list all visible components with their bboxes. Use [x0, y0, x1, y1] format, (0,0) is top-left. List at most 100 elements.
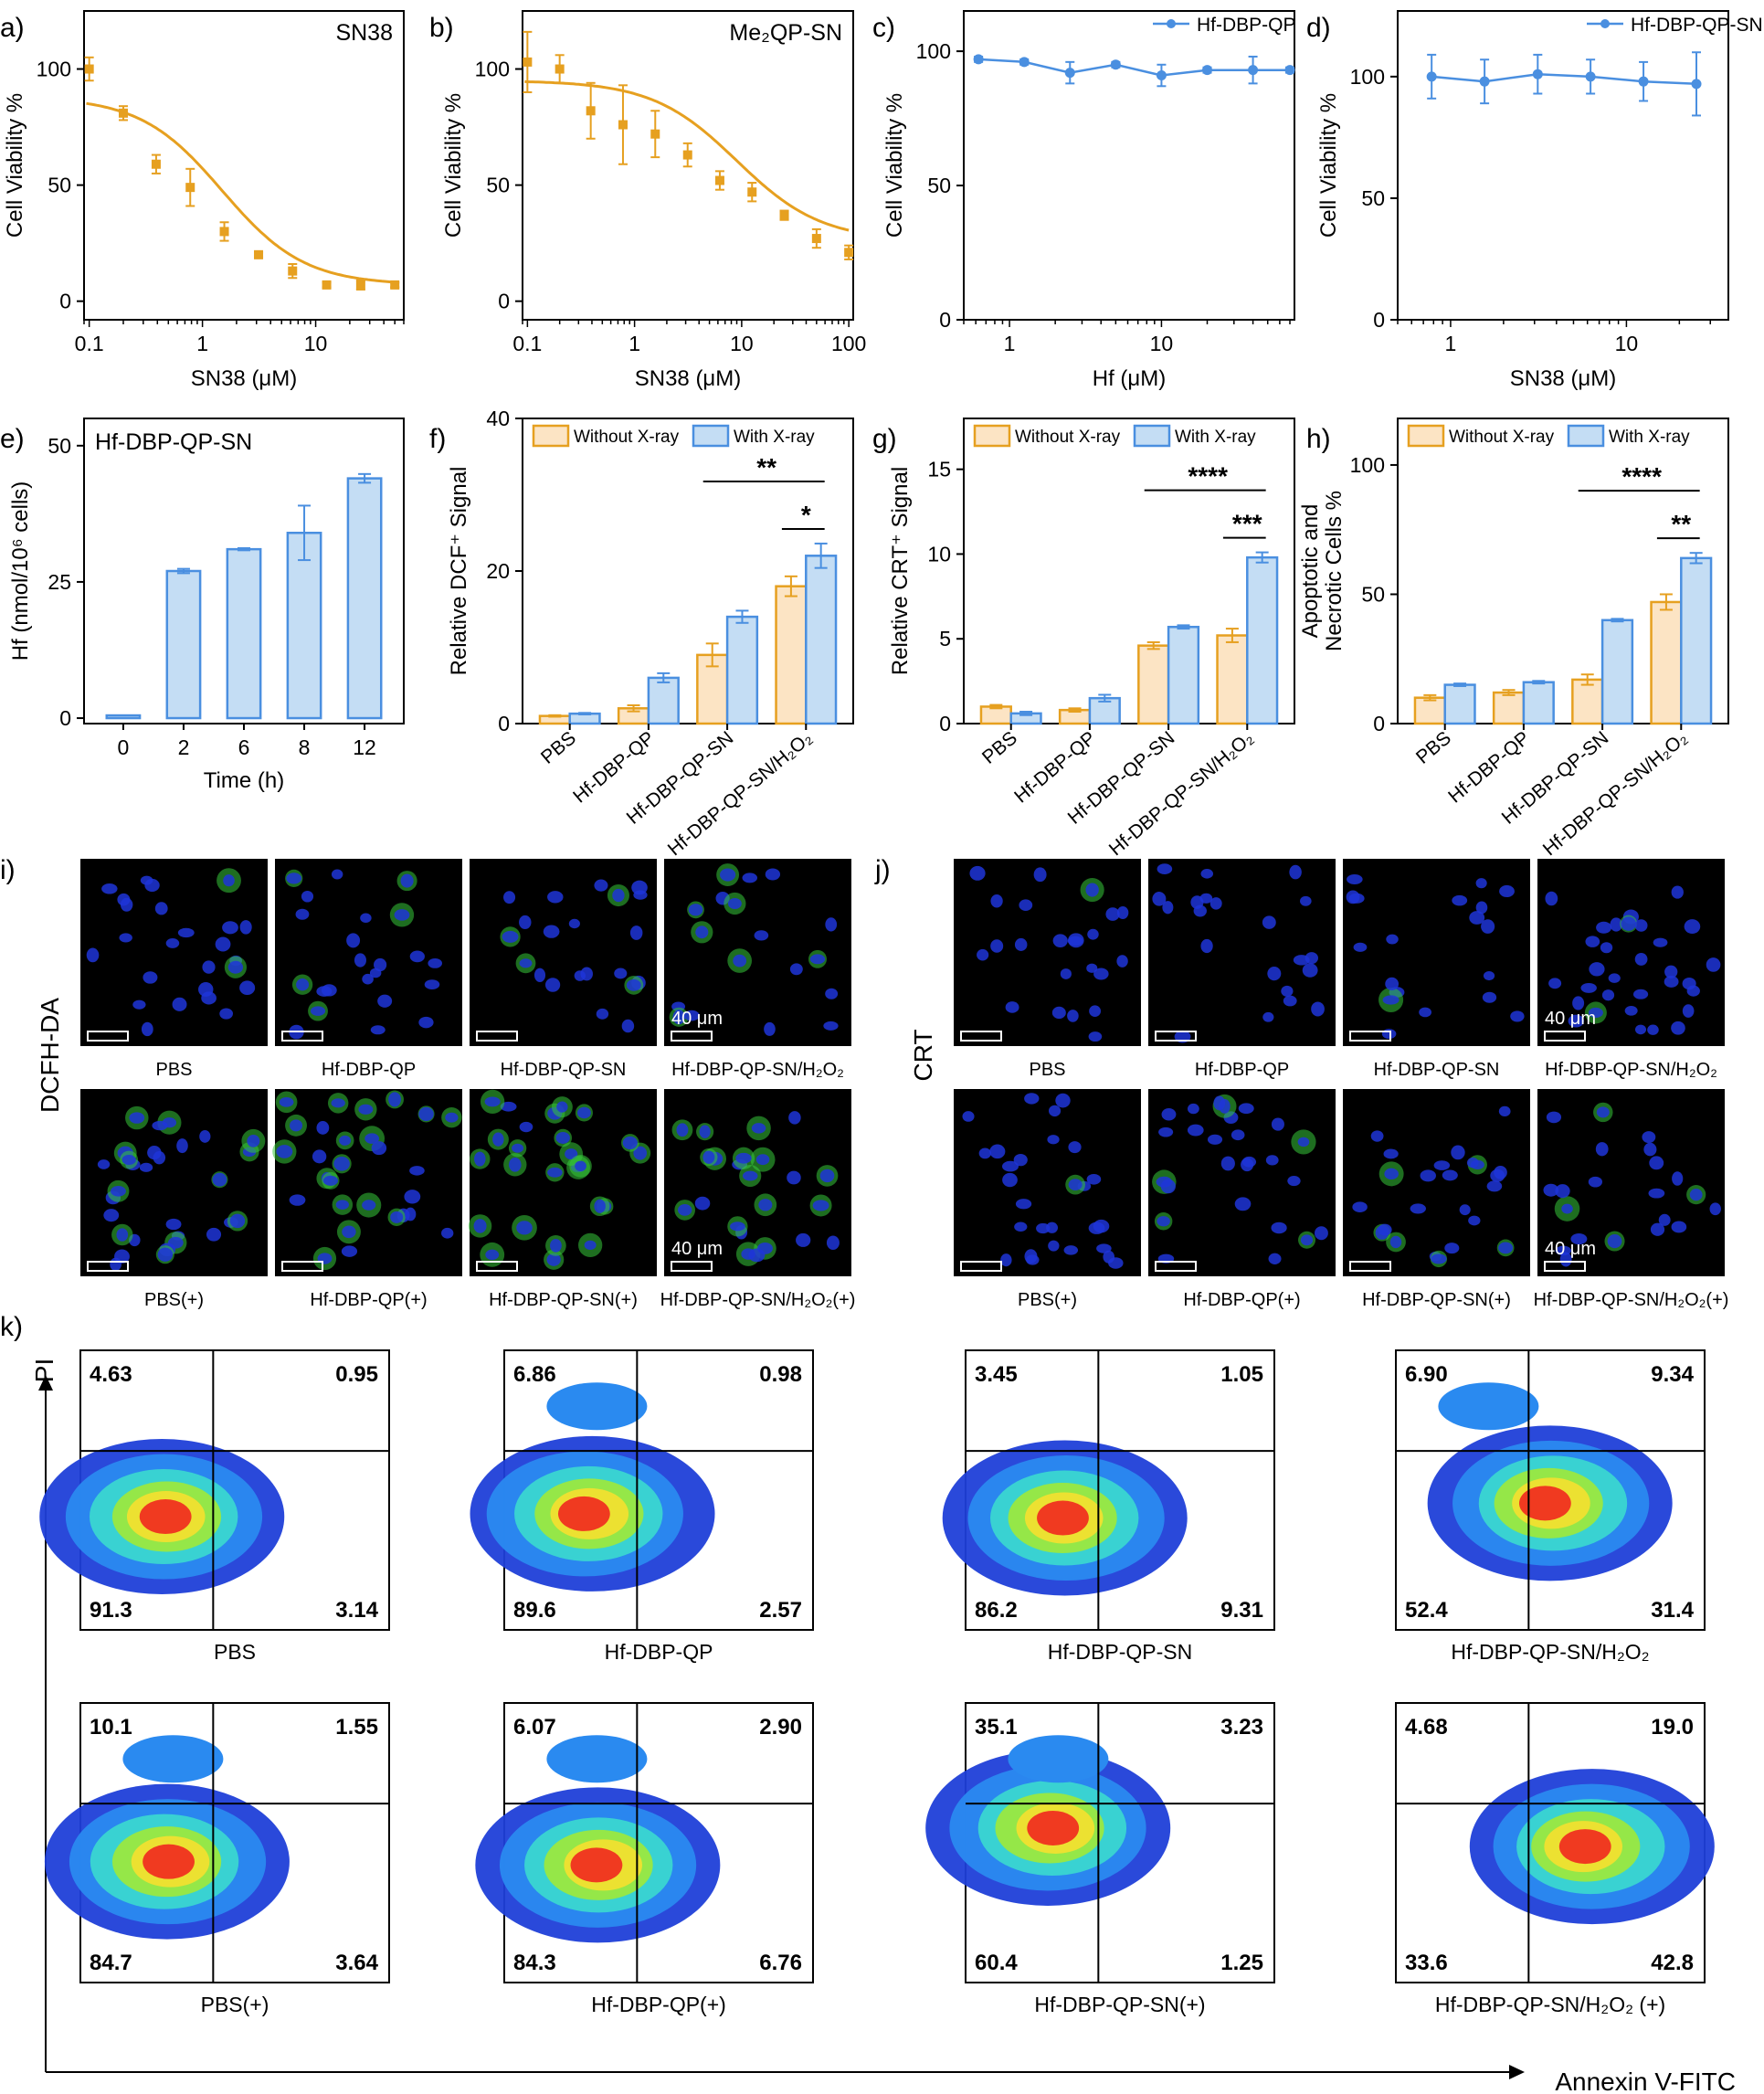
cell-nucleus: [1302, 963, 1318, 978]
cell-nucleus: [1634, 919, 1648, 932]
cell-nucleus: [754, 930, 769, 941]
density-contour: [139, 1499, 192, 1535]
cell-nucleus: [1389, 1235, 1402, 1249]
series-line: [1431, 72, 1697, 86]
cell-nucleus: [612, 888, 625, 903]
cell-nucleus: [331, 869, 343, 880]
quadrant-value-ur: 1.55: [335, 1715, 378, 1740]
cell-nucleus: [812, 1200, 829, 1211]
cell-nucleus: [1067, 936, 1083, 947]
cell-nucleus: [1067, 1010, 1079, 1022]
bar: [1216, 634, 1249, 725]
cell-nucleus: [360, 913, 372, 923]
significance-label: **: [756, 453, 776, 481]
cell-nucleus: [1002, 1172, 1018, 1188]
cell-nucleus: [678, 1204, 692, 1216]
significance-label: *: [801, 501, 811, 529]
y-tick-label: 100: [37, 58, 71, 81]
chart-a: a) 0 50 100 0.1 1 10 SN38 (μM) Cell Viability % S…: [0, 10, 405, 391]
data-point: [1532, 69, 1543, 79]
bar: [1246, 555, 1279, 725]
micrograph-background: [1343, 859, 1530, 1046]
cell-nucleus: [485, 1249, 500, 1261]
cell-nucleus: [622, 1136, 638, 1150]
cell-nucleus: [568, 918, 580, 929]
cell-nucleus: [556, 1101, 568, 1113]
series-line: [978, 58, 1290, 77]
cell-nucleus: [1353, 942, 1368, 952]
cell-nucleus: [1047, 1135, 1060, 1145]
cell-nucleus: [969, 865, 986, 881]
cell-nucleus: [1459, 1204, 1471, 1216]
cell-nucleus: [1624, 1005, 1638, 1016]
cell-nucleus: [1684, 919, 1701, 935]
cell-nucleus: [1024, 1093, 1040, 1105]
micrograph-tile: PBS(+): [954, 1089, 1141, 1310]
data-point: [747, 187, 757, 197]
cell-nucleus: [289, 1194, 306, 1206]
cell-nucleus: [748, 1248, 766, 1263]
plot-frame: [963, 418, 1295, 724]
chart-e: e) 0 25 50 0 2 6 8 12 Time (h) Hf (nmol/10⁶ cells)…: [0, 418, 405, 793]
y-tick-label: 50: [48, 434, 71, 458]
quadrant-value-ll: 91.3: [90, 1598, 132, 1623]
bar: [165, 569, 202, 720]
quadrant-value-ur: 3.23: [1220, 1715, 1263, 1740]
cell-nucleus: [418, 1106, 434, 1121]
y-tick-label: 20: [486, 559, 510, 583]
condition-label: Hf-DBP-QP(+): [1183, 1290, 1300, 1310]
cell-nucleus: [362, 973, 374, 985]
cell-nucleus: [633, 890, 648, 900]
chart-f: f)02040PBSHf-DBP-QPHf-DBP-QP-SNHf-DBP-QP…: [429, 407, 854, 860]
quadrant-value-lr: 1.25: [1220, 1951, 1263, 1975]
cell-nucleus: [1709, 1202, 1721, 1216]
panel-letter: b): [429, 13, 454, 43]
cell-nucleus: [1213, 1095, 1226, 1111]
cell-nucleus: [543, 925, 560, 938]
cell-nucleus: [1546, 1111, 1562, 1124]
cell-nucleus: [1658, 1213, 1671, 1226]
cell-nucleus: [764, 1021, 776, 1036]
cell-nucleus: [1005, 1001, 1019, 1013]
cell-nucleus: [354, 953, 366, 968]
cell-nucleus: [358, 1104, 374, 1115]
cell-nucleus: [1015, 1199, 1032, 1210]
cell-nucleus: [1300, 1234, 1314, 1246]
cell-nucleus: [362, 1200, 376, 1211]
cell-nucleus: [369, 968, 382, 978]
scale-bar: [960, 1031, 1002, 1042]
cell-nucleus: [474, 1151, 486, 1167]
bar: [105, 714, 142, 720]
quadrant-value-lr: 6.76: [759, 1951, 802, 1975]
cell-nucleus: [1671, 1021, 1685, 1035]
cell-nucleus: [1220, 1156, 1235, 1171]
quadrant-value-lr: 31.4: [1651, 1598, 1694, 1623]
cell-nucleus: [428, 957, 442, 968]
data-point: [322, 280, 332, 290]
y-tick-label: 0: [1373, 308, 1385, 332]
cell-nucleus: [1385, 977, 1400, 991]
scale-bar-label: 40 μm: [1545, 1239, 1596, 1259]
x-tick-label: 0: [118, 735, 130, 759]
cell-nucleus: [1234, 1197, 1252, 1211]
data-point: [618, 120, 628, 130]
cell-nucleus: [1287, 1175, 1301, 1187]
x-tick-label: 0.1: [512, 332, 542, 355]
cell-nucleus: [1498, 1242, 1514, 1254]
cell-nucleus: [1241, 1156, 1257, 1168]
scale-bar: [671, 1031, 713, 1042]
condition-label: Hf-DBP-QP-SN: [1048, 1640, 1192, 1664]
data-point: [973, 54, 984, 65]
cell-nucleus: [575, 1160, 586, 1171]
cell-nucleus: [1706, 957, 1721, 972]
cell-nucleus: [1589, 962, 1605, 977]
quadrant-value-ll: 84.3: [513, 1951, 556, 1975]
cell-nucleus: [1190, 895, 1204, 909]
density-contour: [143, 1844, 195, 1879]
x-axis-label: SN38 (μM): [1510, 366, 1617, 391]
cell-nucleus: [977, 948, 989, 961]
y-tick-label: 0: [1373, 712, 1385, 735]
quadrant-value-ur: 2.90: [759, 1715, 802, 1740]
cell-nucleus: [787, 1170, 801, 1185]
cell-nucleus: [765, 868, 781, 881]
